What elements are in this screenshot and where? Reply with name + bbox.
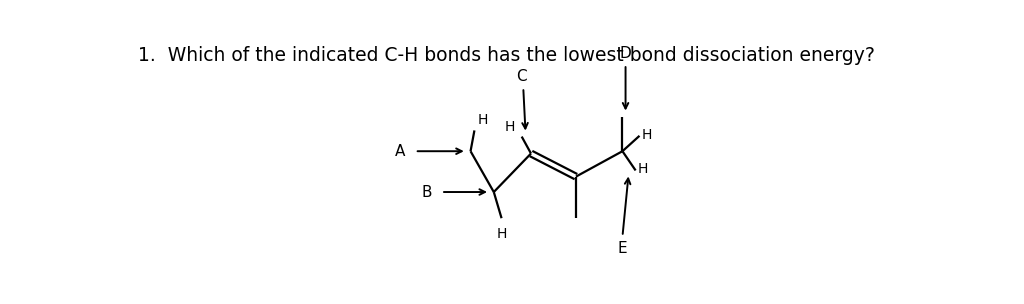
Text: 1.  Which of the indicated C-H bonds has the lowest bond dissociation energy?: 1. Which of the indicated C-H bonds has …	[138, 46, 874, 65]
Text: E: E	[617, 241, 628, 256]
Text: A: A	[395, 144, 406, 159]
Text: H: H	[477, 113, 487, 127]
Text: B: B	[421, 185, 432, 199]
Text: H: H	[638, 162, 648, 176]
Text: H: H	[642, 128, 652, 142]
Text: C: C	[516, 69, 527, 84]
Text: H: H	[505, 120, 515, 134]
Text: D: D	[620, 46, 632, 61]
Text: H: H	[497, 227, 507, 241]
